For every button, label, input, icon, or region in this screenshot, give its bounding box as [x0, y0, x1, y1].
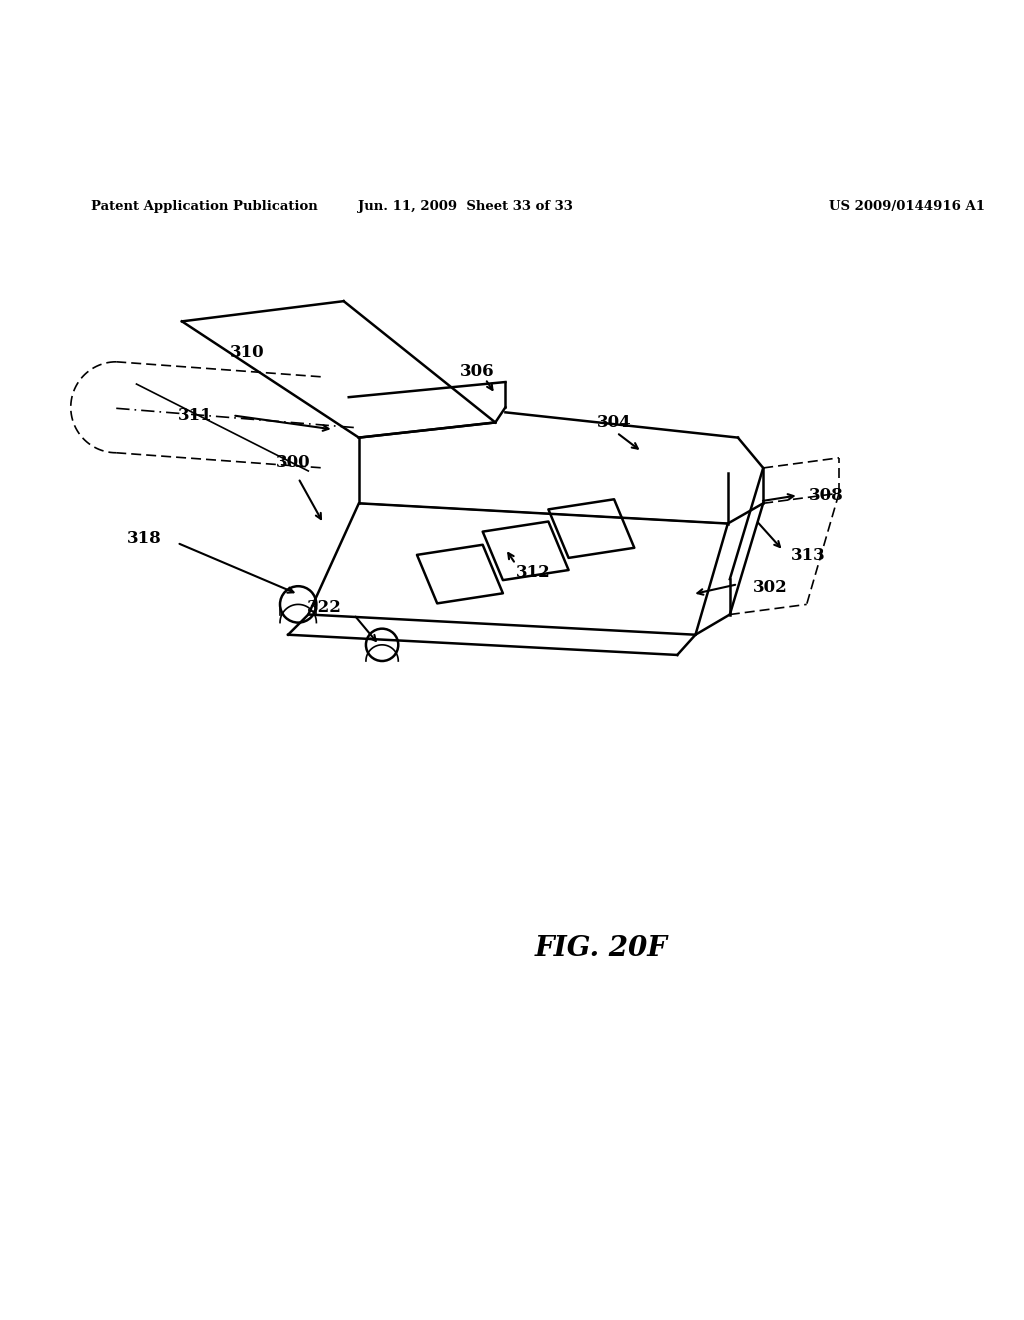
Text: 313: 313: [791, 548, 825, 565]
Text: 312: 312: [515, 564, 550, 581]
Text: 318: 318: [127, 531, 162, 548]
Text: 311: 311: [177, 407, 212, 424]
Text: 300: 300: [275, 454, 310, 471]
Text: Jun. 11, 2009  Sheet 33 of 33: Jun. 11, 2009 Sheet 33 of 33: [357, 201, 572, 213]
Text: US 2009/0144916 A1: US 2009/0144916 A1: [828, 201, 985, 213]
Text: 306: 306: [460, 363, 495, 380]
Text: 322: 322: [307, 599, 342, 616]
Text: 302: 302: [753, 578, 787, 595]
Text: 304: 304: [597, 414, 632, 430]
Text: Patent Application Publication: Patent Application Publication: [91, 201, 317, 213]
Text: 308: 308: [809, 487, 844, 504]
Text: FIG. 20F: FIG. 20F: [535, 935, 668, 961]
Text: 310: 310: [230, 345, 265, 362]
